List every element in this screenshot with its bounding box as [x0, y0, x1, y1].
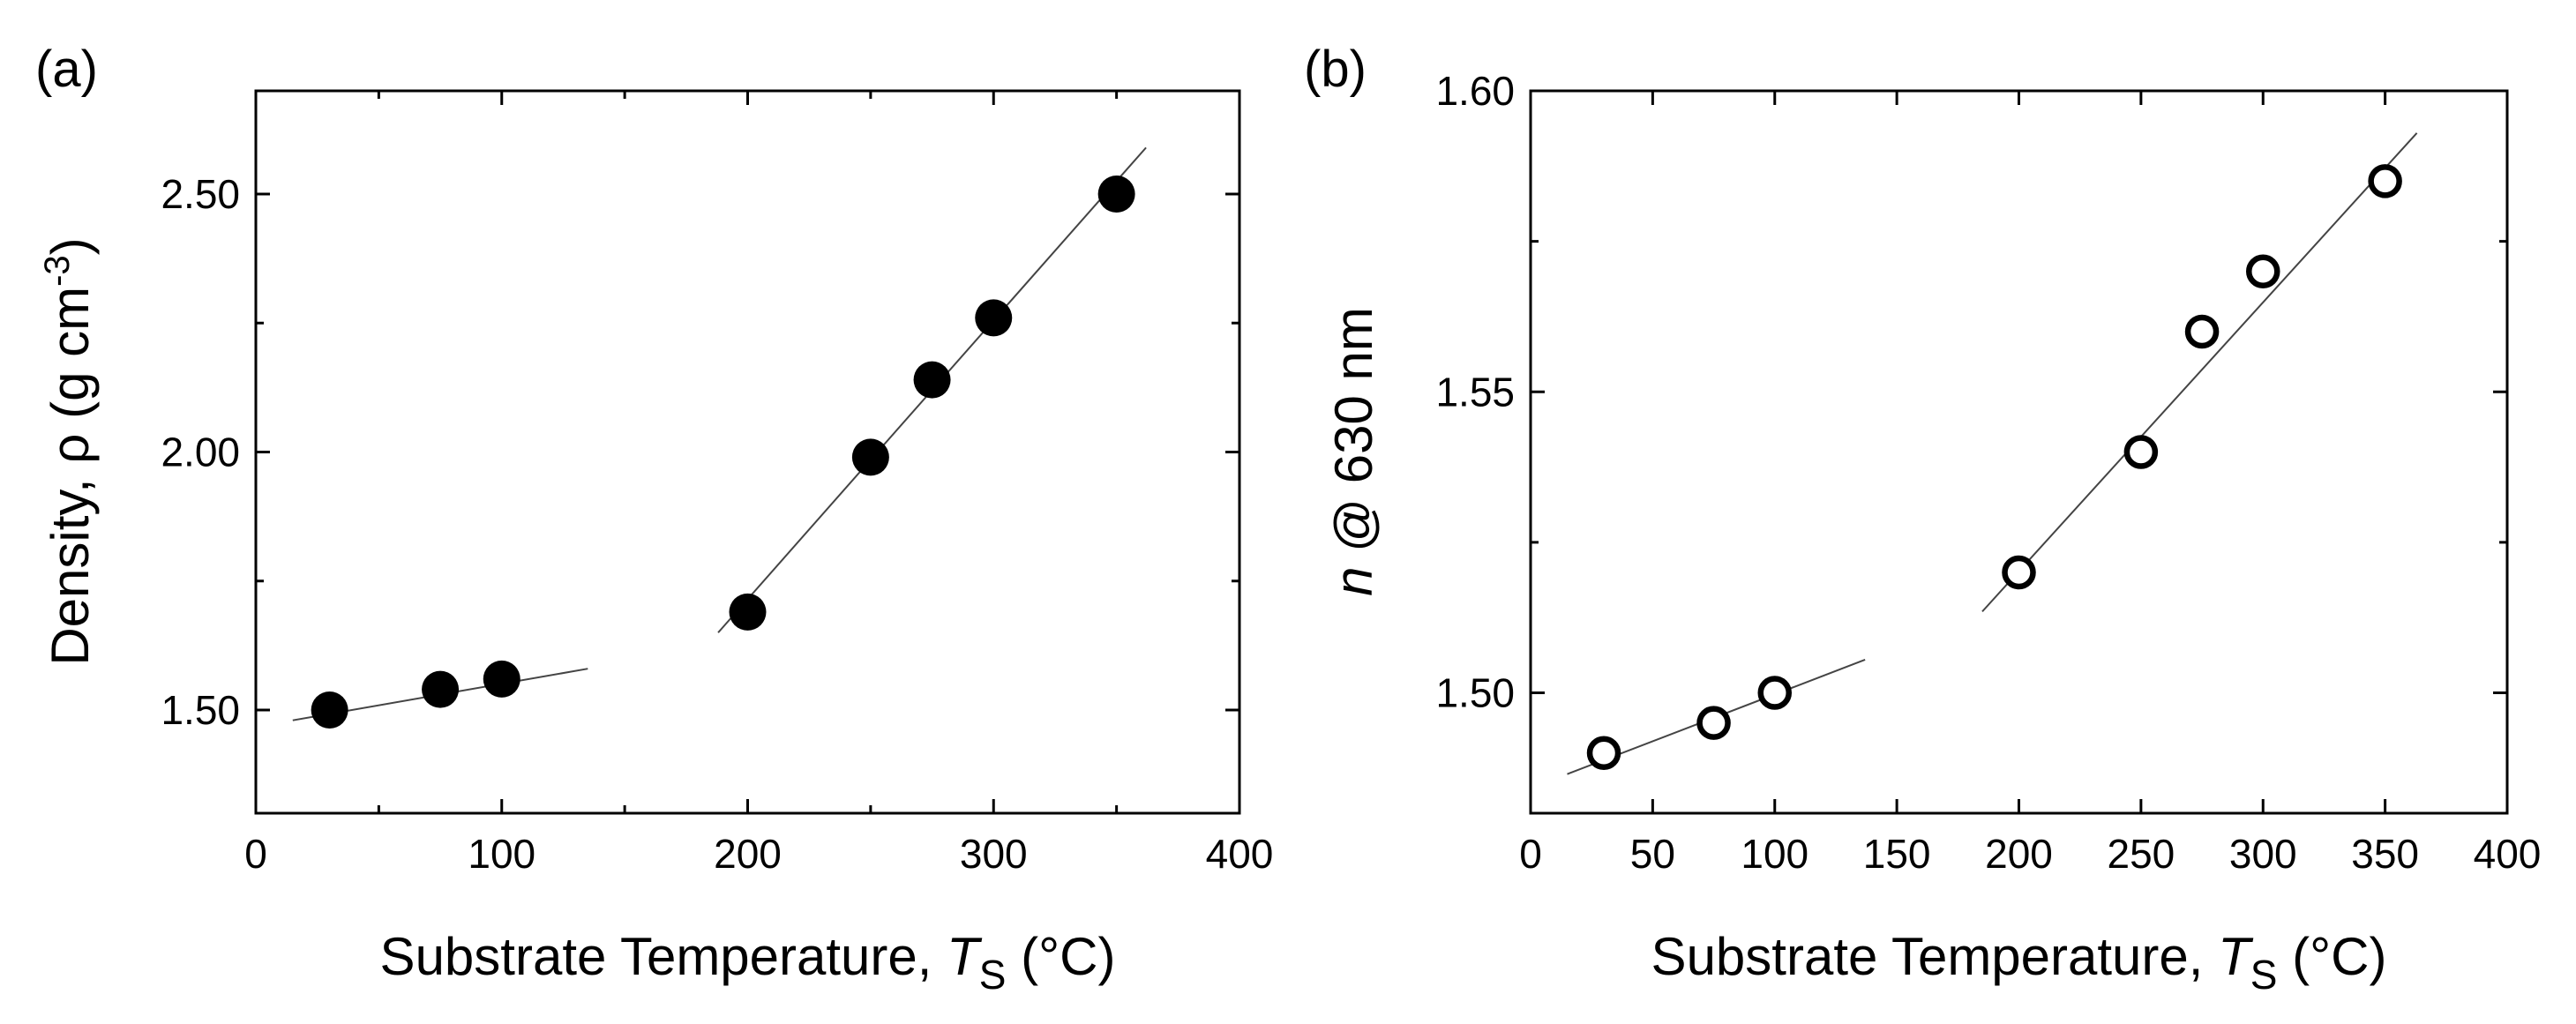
data-point: [2246, 254, 2280, 288]
x-axis-title-subscript: S: [979, 952, 1007, 998]
data-point: [1696, 706, 1731, 740]
data-point: [483, 660, 520, 698]
data-point: [913, 361, 951, 399]
data-point: [311, 691, 348, 729]
y-axis-title: Density, ρ (g cm-3): [38, 237, 100, 665]
x-tick-label: 200: [714, 831, 782, 877]
x-axis-title-unit: (°C): [2277, 927, 2386, 986]
plot-frame: [254, 89, 1241, 815]
y-tick-label: 2.50: [161, 171, 240, 217]
x-axis-title-unit: (°C): [1006, 927, 1115, 986]
data-point: [422, 670, 460, 708]
x-axis-title-subscript: S: [2250, 952, 2278, 998]
data-point: [729, 593, 767, 631]
y-axis-title-superscript: -3: [38, 255, 77, 287]
x-tick-label: 400: [1206, 831, 1274, 877]
x-tick-label: 100: [1741, 831, 1808, 877]
x-tick-label: 300: [2229, 831, 2297, 877]
data-point: [2184, 314, 2220, 349]
data-point: [1097, 176, 1135, 213]
panel-label: (a): [35, 41, 98, 98]
y-axis: 1.50 2.00 2.50: [161, 171, 1239, 733]
data-point: [975, 299, 1013, 337]
y-tick-label: 1.55: [1435, 369, 1515, 415]
x-tick-label: 150: [1863, 831, 1931, 877]
x-tick-label: 100: [468, 831, 535, 877]
x-axis-title: Substrate Temperature, TS (°C): [1651, 927, 2387, 998]
data-point: [1586, 736, 1621, 770]
data-point: [2368, 164, 2402, 198]
fit-line: [1981, 132, 2418, 613]
x-tick-label: 300: [960, 831, 1028, 877]
x-tick-label: 250: [2108, 831, 2175, 877]
x-axis: 0 50 100 150 200 250 300 350 400: [1519, 91, 2541, 877]
y-axis: 1.50 1.55 1.60: [1435, 68, 2507, 716]
x-axis-title-symbol: T: [947, 927, 983, 986]
y-tick-label: 1.50: [161, 687, 240, 733]
panel-a-density-chart: 0 100 200 300 400 1.50 2.00 2.50 (a) Substrate Te…: [35, 41, 1273, 998]
x-axis-title-symbol: T: [2218, 927, 2254, 986]
x-axis: 0 100 200 300 400: [244, 91, 1273, 877]
data-point: [2002, 555, 2036, 590]
x-axis-title: Substrate Temperature, TS (°C): [380, 927, 1116, 998]
panel-b-refractive-index-chart: 0 50 100 150 200 250 300 350 400 1.50 1.55 1.60 (b) S…: [1304, 41, 2541, 998]
x-tick-label: 50: [1630, 831, 1675, 877]
y-axis-title: n @ 630 nm: [1324, 307, 1383, 596]
x-axis-title-text: Substrate Temperature,: [1651, 927, 2219, 986]
panel-label: (b): [1304, 41, 1367, 98]
x-tick-label: 200: [1985, 831, 2053, 877]
data-point: [851, 438, 889, 476]
plot-frame: [1529, 89, 2509, 815]
y-tick-label: 2.00: [161, 430, 240, 475]
y-axis-title-text: Density, ρ (g cm: [41, 287, 100, 666]
y-axis-title-symbol: n: [1324, 567, 1383, 596]
x-axis-title-text: Substrate Temperature,: [380, 927, 947, 986]
x-tick-label: 400: [2474, 831, 2542, 877]
x-tick-label: 0: [244, 831, 267, 877]
y-tick-label: 1.50: [1435, 670, 1515, 716]
x-tick-label: 350: [2351, 831, 2419, 877]
y-tick-label: 1.60: [1435, 68, 1515, 114]
y-axis-title-text: @ 630 nm: [1324, 307, 1383, 566]
x-tick-label: 0: [1519, 831, 1542, 877]
data-point: [2123, 435, 2159, 469]
data-point: [1757, 676, 1792, 710]
y-axis-title-close: ): [41, 237, 100, 255]
